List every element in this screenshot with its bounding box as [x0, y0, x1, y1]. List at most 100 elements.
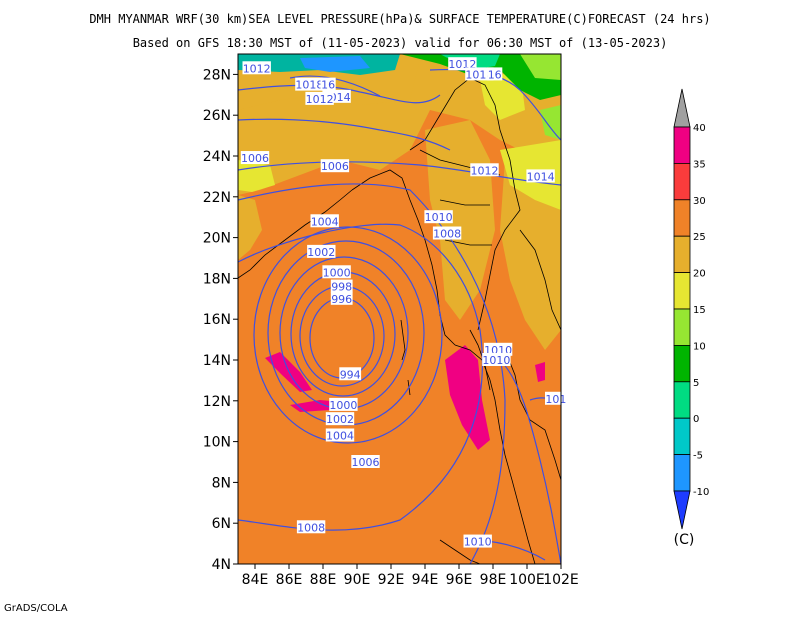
plot-frame [237, 53, 562, 565]
isobar-label: 1008 [297, 521, 325, 534]
isobar-label-bg [424, 210, 453, 224]
latitude-ticks: 4N 6N 8N 10N 12N 14N 16N 18N 20N 22N 24N 26N 28N [203, 67, 238, 573]
lat-tick-label: 20N [203, 231, 231, 247]
temperature-field [238, 54, 561, 564]
isobar-label-bg [242, 61, 271, 75]
colorbar-segment [673, 126, 691, 164]
isobar-label: 1000 [323, 266, 351, 279]
isobar-labels: 1012101816101410121012101816100610061004… [240, 57, 567, 549]
colorbar-segment [673, 344, 691, 383]
isobar-label: 1006 [321, 160, 349, 173]
lon-tick-label: 84E [242, 572, 269, 588]
colorbar-segment [673, 417, 691, 456]
lat-tick-label: 10N [203, 435, 231, 451]
isobar-label-bg [320, 77, 336, 91]
isobar-label-bg [295, 77, 324, 91]
lon-tick-label: 96E [446, 572, 473, 588]
isobar-label-bg [329, 397, 358, 411]
colorbar: -10 -5 0 5 10 15 20 25 30 35 40 (C) [673, 88, 709, 548]
colorbar-label: 35 [693, 159, 706, 170]
isobar-label-bg [339, 367, 362, 381]
isobar-label: 1004 [326, 429, 354, 442]
isobar-label: 16 [321, 79, 335, 92]
isobar-label: 1006 [241, 152, 269, 165]
isobar-label-bg [487, 67, 503, 81]
isobar-label: 1012 [306, 93, 334, 106]
lon-tick-label: 100E [509, 572, 545, 588]
isobar-label: 1008 [433, 228, 461, 241]
isobar-label: 1012 [243, 62, 271, 75]
colorbar-label: -10 [693, 487, 709, 498]
isobar-label-bg [322, 265, 351, 279]
colorbar-segment [673, 381, 691, 419]
lon-tick-label: 92E [378, 572, 405, 588]
lat-tick-label: 14N [203, 353, 231, 369]
colorbar-label: 30 [693, 196, 706, 207]
lon-tick-label: 86E [276, 572, 303, 588]
colorbar-label: -5 [693, 451, 703, 462]
colorbar-bottom-arrow [673, 490, 691, 530]
isobar-label: 1004 [311, 215, 339, 228]
isobar-label: 996 [331, 293, 352, 306]
map-title: DMH MYANMAR WRF(30 km)SEA LEVEL PRESSURE… [89, 12, 711, 26]
isobar-label-bg [330, 279, 353, 293]
isobar-label: 1018 [295, 79, 323, 92]
isobar-label-bg [351, 455, 380, 468]
isobar-label-bg [482, 353, 511, 366]
colorbar-top-arrow [673, 88, 691, 128]
isobar-label-bg [470, 163, 499, 177]
isobar-label: 16 [488, 68, 502, 81]
isobar-label-bg [296, 520, 326, 534]
colorbar-segment [673, 162, 691, 201]
isobar-label: 1018 [465, 68, 493, 81]
isobar-label: 1002 [326, 413, 354, 426]
isobar-label: 1014 [527, 170, 555, 183]
lat-tick-label: 18N [203, 271, 231, 287]
colorbar-segment [673, 199, 691, 237]
isobar-label-bg [483, 342, 513, 356]
colorbar-segment [673, 454, 691, 492]
isobar-label: 101 [545, 393, 566, 406]
isobar-label-bg [305, 91, 334, 105]
isobar-label: 1012 [471, 164, 499, 177]
isobar-label: 998 [331, 281, 352, 294]
colorbar-label: 40 [693, 123, 706, 134]
lat-tick-label: 6N [212, 516, 231, 532]
isobar-label-bg [240, 151, 270, 165]
colorbar-segment [673, 235, 691, 273]
isobar-label: 994 [340, 368, 361, 381]
lon-tick-label: 88E [310, 572, 337, 588]
isobar-label-bg [463, 534, 492, 548]
isobar-label-bg [432, 226, 462, 240]
lat-tick-label: 8N [212, 475, 231, 491]
isobar-label-bg [320, 159, 350, 173]
isobar-label: 1010 [464, 536, 492, 549]
colorbar-label: 20 [693, 269, 706, 280]
isobar-label-bg [465, 67, 494, 81]
isobar-label: 1000 [329, 399, 357, 412]
lon-tick-label: 94E [412, 572, 439, 588]
lat-tick-label: 28N [203, 67, 231, 83]
isobar-label-bg [307, 244, 336, 258]
colorbar-unit: (C) [674, 532, 695, 548]
lat-tick-label: 24N [203, 149, 231, 165]
lat-tick-label: 16N [203, 312, 231, 328]
isobar-label-bg [325, 412, 355, 426]
isobar-label-bg [526, 169, 555, 183]
lat-tick-label: 4N [212, 557, 231, 573]
lat-tick-label: 22N [203, 190, 231, 206]
colorbar-label: 25 [693, 232, 706, 243]
isobar-label: 1002 [307, 246, 335, 259]
colorbar-label: 15 [693, 305, 706, 316]
isobar-label: 1010 [425, 211, 453, 224]
isobar-label-bg [325, 428, 355, 442]
lon-tick-label: 102E [543, 572, 579, 588]
lon-tick-label: 90E [344, 572, 371, 588]
colorbar-segment [673, 308, 691, 346]
colorbar-label: 5 [693, 378, 699, 389]
isobar-label: 1010 [482, 354, 510, 367]
footer-credit: GrADS/COLA [4, 603, 68, 614]
lat-tick-label: 26N [203, 108, 231, 124]
